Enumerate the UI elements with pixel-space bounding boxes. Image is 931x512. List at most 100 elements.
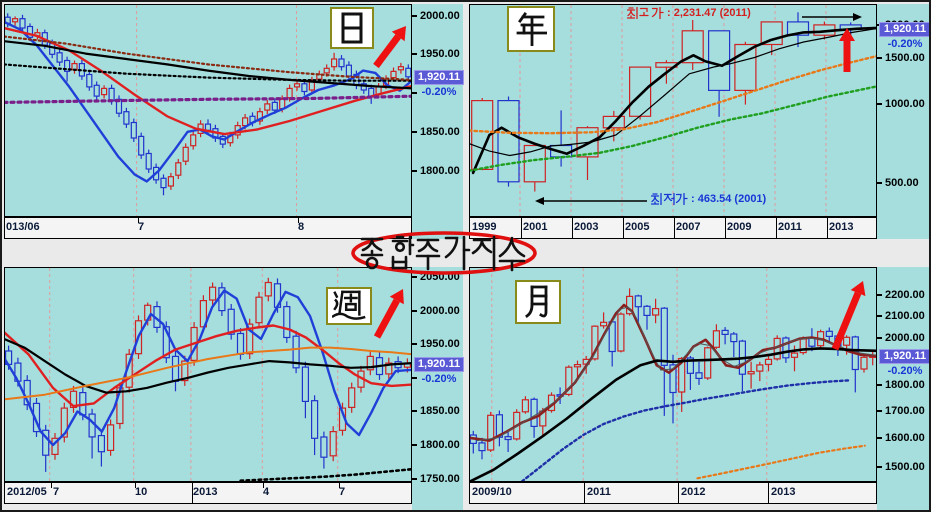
y-axis-label: 1800.00 — [420, 164, 460, 177]
trend-up-arrow-icon — [831, 281, 866, 351]
x-axis-label: 8 — [298, 221, 305, 233]
y-axis-tick — [877, 102, 882, 105]
x-axis-label: 2009 — [727, 221, 752, 233]
y-axis-label: 1850.00 — [420, 125, 460, 138]
y-axis-tick — [412, 130, 417, 133]
y-axis-label: 1000.00 — [885, 97, 925, 110]
y-axis-tick — [412, 477, 417, 480]
gridlines — [519, 5, 827, 216]
y-axis-label: 2200.00 — [885, 288, 925, 301]
yearly-current-price: 1,920.11 -0.20% — [879, 22, 929, 50]
x-axis-tick — [138, 218, 139, 223]
y-axis-label: 1950.00 — [420, 48, 460, 61]
x-axis-label: 2001 — [523, 221, 548, 233]
monthly-chart-panel: 2009/10 2011 2012 2013 1,920.11 -0.20% 2200… — [469, 267, 929, 510]
x-axis-label: 7 — [53, 486, 60, 498]
daily-plot-area — [4, 4, 412, 217]
y-axis-tick — [412, 444, 417, 447]
price-box: 1,920.11 — [414, 70, 464, 86]
y-axis-tick — [412, 169, 417, 172]
annotation-high-value: : 2,231.47 (2011) — [667, 7, 751, 19]
y-axis-label: 1500.00 — [885, 51, 925, 64]
y-axis-tick — [877, 383, 882, 386]
trend-up-arrow-icon — [373, 289, 404, 339]
x-axis-label: 7 — [138, 221, 145, 233]
week-kanji-icon — [332, 290, 366, 320]
x-axis-divider — [776, 218, 777, 238]
timeframe-label-daily — [330, 7, 374, 49]
x-axis-label: 10 — [135, 486, 148, 498]
trend-up-arrow-icon — [373, 26, 406, 69]
ma-long-black — [4, 337, 412, 394]
timeframe-label-weekly — [326, 287, 372, 325]
x-axis-divider — [584, 483, 585, 503]
ma-thick-black — [471, 26, 877, 175]
x-axis-divider — [192, 483, 193, 503]
annotation-arrow — [535, 197, 647, 205]
kospi-title-oval — [351, 231, 537, 275]
monthly-plot-area — [469, 267, 877, 482]
y-axis-label: 500.00 — [885, 176, 919, 189]
x-axis-label: 2012/05 — [7, 486, 47, 498]
monthly-x-axis: 2009/10 2011 2012 2013 — [469, 482, 877, 504]
gridlines — [136, 5, 297, 216]
hangul-kospi-text — [360, 235, 526, 272]
y-axis-tick — [877, 314, 882, 317]
hangul-highest-price-icon — [627, 7, 664, 19]
x-axis-label: 2009/10 — [472, 486, 512, 498]
x-axis-tick — [339, 483, 340, 488]
yearly-x-axis: 1999 2001 2003 2005 2007 2009 2011 2013 — [469, 217, 877, 239]
y-axis-tick — [412, 309, 417, 312]
x-axis-divider — [725, 218, 726, 238]
y-axis-label: 1700.00 — [885, 404, 925, 417]
daily-x-axis: 013/06 7 8 — [4, 217, 412, 239]
ma-short-blue — [4, 289, 412, 447]
chart-title-kospi — [350, 230, 538, 276]
hangul-lowest-price-icon — [651, 193, 688, 205]
weekly-y-axis: 1,920.11 -0.20% 2050.00 2000.00 1950.00 185… — [412, 267, 464, 510]
y-axis-tick — [412, 14, 417, 17]
y-axis-tick — [877, 336, 882, 339]
y-axis-label: 1950.00 — [420, 338, 460, 351]
price-box: 1,920.11 — [414, 357, 464, 373]
ma-mid-red — [4, 324, 412, 408]
x-axis-tick — [298, 218, 299, 223]
x-axis-label: 2013 — [829, 221, 854, 233]
trend-up-arrow-icon — [839, 28, 855, 72]
x-axis-divider — [623, 218, 624, 238]
monthly-y-axis: 1,920.11 -0.20% 2200.00 2100.00 2000.00 180… — [877, 267, 929, 510]
year-kanji-icon — [516, 12, 547, 46]
x-axis-tick — [135, 483, 136, 488]
x-axis-label: 1999 — [472, 221, 497, 233]
ma-dotted-green — [469, 85, 877, 173]
ma-dotted-navy — [520, 379, 850, 482]
annotation-yearly-high: : 2,231.47 (2011) — [627, 7, 751, 19]
yearly-chart-panel: : 2,231.47 (2011) : 463.54 (2001) 1999 20… — [469, 4, 929, 239]
daily-y-axis: 1,920.11 -0.20% 2000.00 1950.00 1850.00 180… — [412, 4, 464, 239]
weekly-current-price: 1,920.11 -0.20% — [414, 357, 464, 385]
y-axis-label: 1800.00 — [885, 378, 925, 391]
y-axis-tick — [412, 410, 417, 413]
ma-mid-red — [4, 26, 412, 136]
x-axis-label: 2003 — [574, 221, 599, 233]
y-axis-tick — [877, 56, 882, 59]
x-axis-label: 7 — [339, 486, 346, 498]
y-axis-label: 1850.00 — [420, 405, 460, 418]
x-axis-label: 2007 — [676, 221, 701, 233]
ma-dotted-maroon — [4, 35, 412, 82]
x-axis-label: 2012 — [681, 486, 706, 498]
ma-dotted-orange — [469, 54, 877, 135]
monthly-candlestick-chart — [469, 267, 877, 482]
weekly-plot-area — [4, 267, 412, 482]
weekly-x-axis: 2012/05 7 10 2013 4 7 — [4, 482, 412, 504]
ma-orange — [4, 346, 412, 401]
x-axis-label: 2013 — [193, 486, 218, 498]
y-axis-tick — [412, 276, 417, 279]
change-percent-label: -0.20% — [887, 364, 923, 377]
y-axis-tick — [412, 92, 417, 95]
ma-thin-black — [469, 27, 877, 157]
y-axis-tick — [412, 53, 417, 56]
x-axis-divider — [674, 218, 675, 238]
ma-dotted-black — [4, 63, 412, 82]
y-axis-tick — [877, 465, 882, 468]
